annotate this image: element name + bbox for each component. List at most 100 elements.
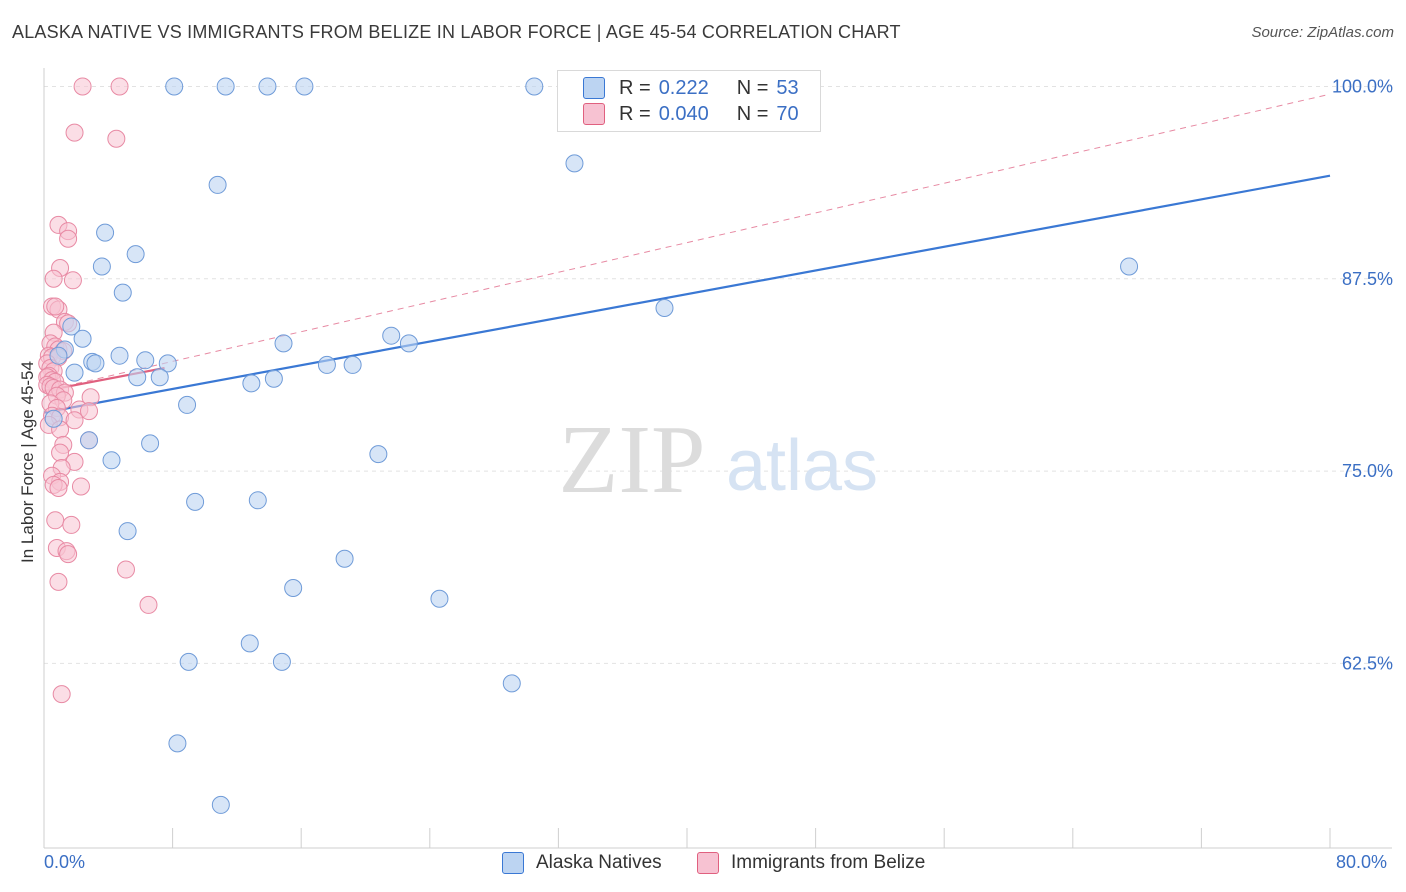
legend-item-immigrants-from-belize: Immigrants from Belize xyxy=(697,852,925,874)
y-axis-label: In Labor Force | Age 45-54 xyxy=(18,361,37,563)
trend-line-alaska-natives xyxy=(43,174,1331,414)
series-immigrants-from-belize xyxy=(38,77,158,704)
legend-n-label: N = xyxy=(736,102,769,125)
data-point-belize xyxy=(59,229,78,248)
watermark-atlas: atlas xyxy=(726,426,878,506)
correlation-legend: R = 0.222 N = 53 R = 0.040 N = 70 xyxy=(557,70,821,132)
legend-r-label: R = xyxy=(619,102,651,125)
data-point-belize xyxy=(62,515,81,534)
data-point-alaska-natives xyxy=(110,346,129,365)
data-point-alaska-natives xyxy=(178,395,197,414)
data-point-belize xyxy=(65,411,84,430)
y-tick-label: 62.5% xyxy=(1342,653,1393,673)
axes xyxy=(43,68,1392,849)
data-point-alaska-natives xyxy=(65,363,84,382)
data-point-alaska-natives xyxy=(399,334,418,353)
data-point-alaska-natives xyxy=(343,355,362,374)
data-point-alaska-natives xyxy=(92,257,111,276)
data-point-belize xyxy=(71,477,90,496)
data-point-belize xyxy=(80,402,99,421)
data-point-alaska-natives xyxy=(118,522,137,541)
y-tick-label: 75.0% xyxy=(1342,461,1393,481)
data-point-alaska-natives xyxy=(264,369,283,388)
x-tick-min: 0.0% xyxy=(44,852,86,872)
trend-lines xyxy=(43,93,1331,414)
data-point-alaska-natives xyxy=(430,589,449,608)
data-point-belize xyxy=(59,545,78,564)
data-point-alaska-natives xyxy=(141,434,160,453)
data-point-alaska-natives xyxy=(62,317,81,336)
data-point-belize xyxy=(51,443,70,462)
data-point-alaska-natives xyxy=(208,175,227,194)
data-point-belize xyxy=(46,297,65,316)
data-point-belize xyxy=(107,129,126,148)
data-point-alaska-natives xyxy=(369,445,388,464)
data-point-belize xyxy=(49,572,68,591)
y-tick-labels: 62.5% 75.0% 87.5% 100.0% xyxy=(1332,76,1393,673)
data-point-alaska-natives xyxy=(44,409,63,428)
data-point-alaska-natives xyxy=(211,795,230,814)
data-point-alaska-natives xyxy=(128,368,147,387)
data-point-alaska-natives xyxy=(655,299,674,317)
series-alaska-natives xyxy=(44,77,1139,814)
data-point-belize xyxy=(52,685,71,704)
chart-title: ALASKA NATIVE VS IMMIGRANTS FROM BELIZE … xyxy=(12,22,901,42)
data-point-alaska-natives xyxy=(150,368,169,387)
data-point-alaska-natives xyxy=(179,652,198,671)
data-point-alaska-natives xyxy=(240,634,259,653)
data-point-alaska-natives xyxy=(284,579,303,597)
legend-swatch-blue xyxy=(502,852,524,874)
data-point-alaska-natives xyxy=(382,326,401,345)
data-point-alaska-natives xyxy=(242,374,261,393)
data-point-belize xyxy=(116,560,135,579)
legend-row-belize: R = 0.040 N = 70 xyxy=(583,102,799,126)
data-point-belize xyxy=(65,123,84,142)
data-point-alaska-natives xyxy=(113,283,132,302)
data-point-belize xyxy=(139,595,158,614)
data-point-alaska-natives xyxy=(317,355,336,374)
data-point-alaska-natives xyxy=(216,77,235,96)
y-tick-label: 87.5% xyxy=(1342,269,1393,289)
data-point-alaska-natives xyxy=(102,451,121,470)
watermark-zip: ZIP xyxy=(559,406,706,514)
data-point-alaska-natives xyxy=(73,329,92,348)
data-point-alaska-natives xyxy=(165,77,184,96)
data-point-alaska-natives xyxy=(272,652,291,671)
legend-n-label: N = xyxy=(736,76,769,99)
legend-r-label: R = xyxy=(619,76,651,99)
data-point-belize xyxy=(63,271,82,290)
legend-label-alaska-natives: Alaska Natives xyxy=(536,852,662,873)
data-point-alaska-natives xyxy=(86,354,105,373)
legend-n-value-blue: 53 xyxy=(776,76,799,99)
y-tick-label: 100.0% xyxy=(1332,76,1393,96)
data-point-belize xyxy=(46,511,65,530)
legend-swatch-pink xyxy=(583,103,605,125)
series-legend: Alaska Natives Immigrants from Belize xyxy=(0,852,1406,878)
legend-item-alaska-natives: Alaska Natives xyxy=(502,852,662,874)
legend-label-immigrants-from-belize: Immigrants from Belize xyxy=(731,852,926,873)
data-point-alaska-natives xyxy=(168,734,187,753)
data-point-alaska-natives xyxy=(1120,257,1139,276)
data-point-alaska-natives xyxy=(258,77,277,96)
data-point-belize xyxy=(44,269,63,288)
data-point-alaska-natives xyxy=(136,351,155,370)
data-point-alaska-natives xyxy=(335,549,354,568)
legend-row-alaska-natives: R = 0.222 N = 53 xyxy=(583,76,799,100)
watermark: ZIP atlas xyxy=(559,406,879,514)
data-point-alaska-natives xyxy=(274,334,293,353)
data-point-alaska-natives xyxy=(49,346,68,365)
source-label: Source: ZipAtlas.com xyxy=(1251,24,1394,41)
legend-swatch-blue xyxy=(583,77,605,99)
data-point-belize xyxy=(73,77,92,96)
data-point-alaska-natives xyxy=(248,491,267,510)
data-point-alaska-natives xyxy=(186,492,205,511)
legend-r-value-blue: 0.222 xyxy=(658,76,709,99)
data-point-alaska-natives xyxy=(295,77,314,96)
legend-swatch-pink xyxy=(697,852,719,874)
data-point-alaska-natives xyxy=(158,354,177,373)
data-point-alaska-natives xyxy=(80,431,99,450)
legend-r-value-pink: 0.040 xyxy=(658,102,709,125)
data-point-alaska-natives xyxy=(96,223,115,242)
x-tick-max: 80.0% xyxy=(1336,852,1388,872)
data-point-alaska-natives xyxy=(565,154,584,173)
